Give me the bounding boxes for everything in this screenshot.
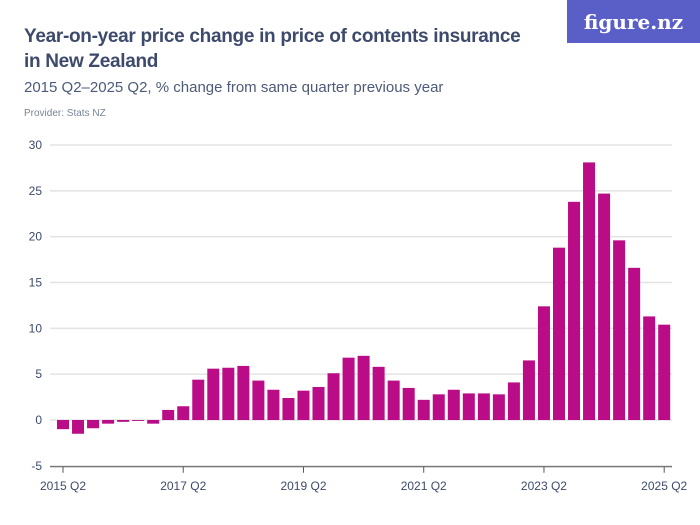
bar	[132, 420, 145, 421]
bar	[417, 399, 430, 420]
bar	[297, 390, 310, 420]
bar	[402, 387, 415, 420]
x-tick-label: 2015 Q2	[40, 479, 86, 493]
bar	[552, 247, 565, 420]
bar	[357, 355, 370, 420]
bar	[507, 382, 520, 420]
x-tick-label: 2017 Q2	[160, 479, 206, 493]
y-tick-label: 25	[29, 184, 43, 198]
bar	[87, 420, 100, 429]
bar	[477, 393, 490, 420]
bar	[522, 360, 535, 420]
bar	[147, 420, 160, 424]
bar	[192, 379, 205, 420]
y-tick-label: 20	[29, 230, 43, 244]
y-tick-label: 10	[29, 321, 43, 335]
bar	[492, 394, 505, 420]
bar	[643, 316, 656, 420]
bar	[162, 409, 175, 420]
bar	[117, 420, 130, 422]
x-tick-label: 2025 Q2	[641, 479, 687, 493]
x-tick-label: 2019 Q2	[280, 479, 326, 493]
chart-subtitle: 2015 Q2–2025 Q2, % change from same quar…	[24, 79, 444, 96]
bar	[447, 389, 460, 420]
provider-label: Provider: Stats NZ	[24, 108, 106, 119]
bar	[252, 380, 265, 420]
bar	[72, 420, 85, 434]
bar	[462, 393, 475, 420]
y-tick-label: 0	[35, 413, 42, 427]
bar	[568, 201, 581, 420]
bar	[372, 366, 385, 420]
bar	[312, 387, 325, 420]
bar	[537, 306, 550, 420]
y-tick-label: 5	[35, 367, 42, 381]
bar	[342, 357, 355, 420]
bar	[57, 420, 69, 430]
chart-title: Year-on-year price change in price of co…	[24, 26, 521, 72]
y-tick-label: 30	[29, 138, 43, 152]
y-tick-label: -5	[31, 459, 42, 473]
bar	[628, 267, 641, 420]
y-tick-label: 15	[29, 276, 43, 290]
bar	[387, 380, 400, 420]
bar	[222, 367, 235, 420]
x-tick-label: 2023 Q2	[521, 479, 567, 493]
bar	[207, 368, 220, 420]
figure-nz-logo[interactable]: figure.nz	[567, 0, 700, 43]
x-tick-label: 2021 Q2	[401, 479, 447, 493]
bar	[658, 324, 671, 420]
bar	[327, 373, 340, 420]
bar	[613, 240, 626, 420]
bar	[102, 420, 115, 424]
bar	[267, 389, 280, 420]
bar	[583, 162, 596, 420]
bar	[177, 406, 190, 420]
bar	[598, 193, 611, 420]
bar	[237, 365, 250, 420]
bar	[282, 398, 295, 420]
bar	[432, 394, 445, 420]
